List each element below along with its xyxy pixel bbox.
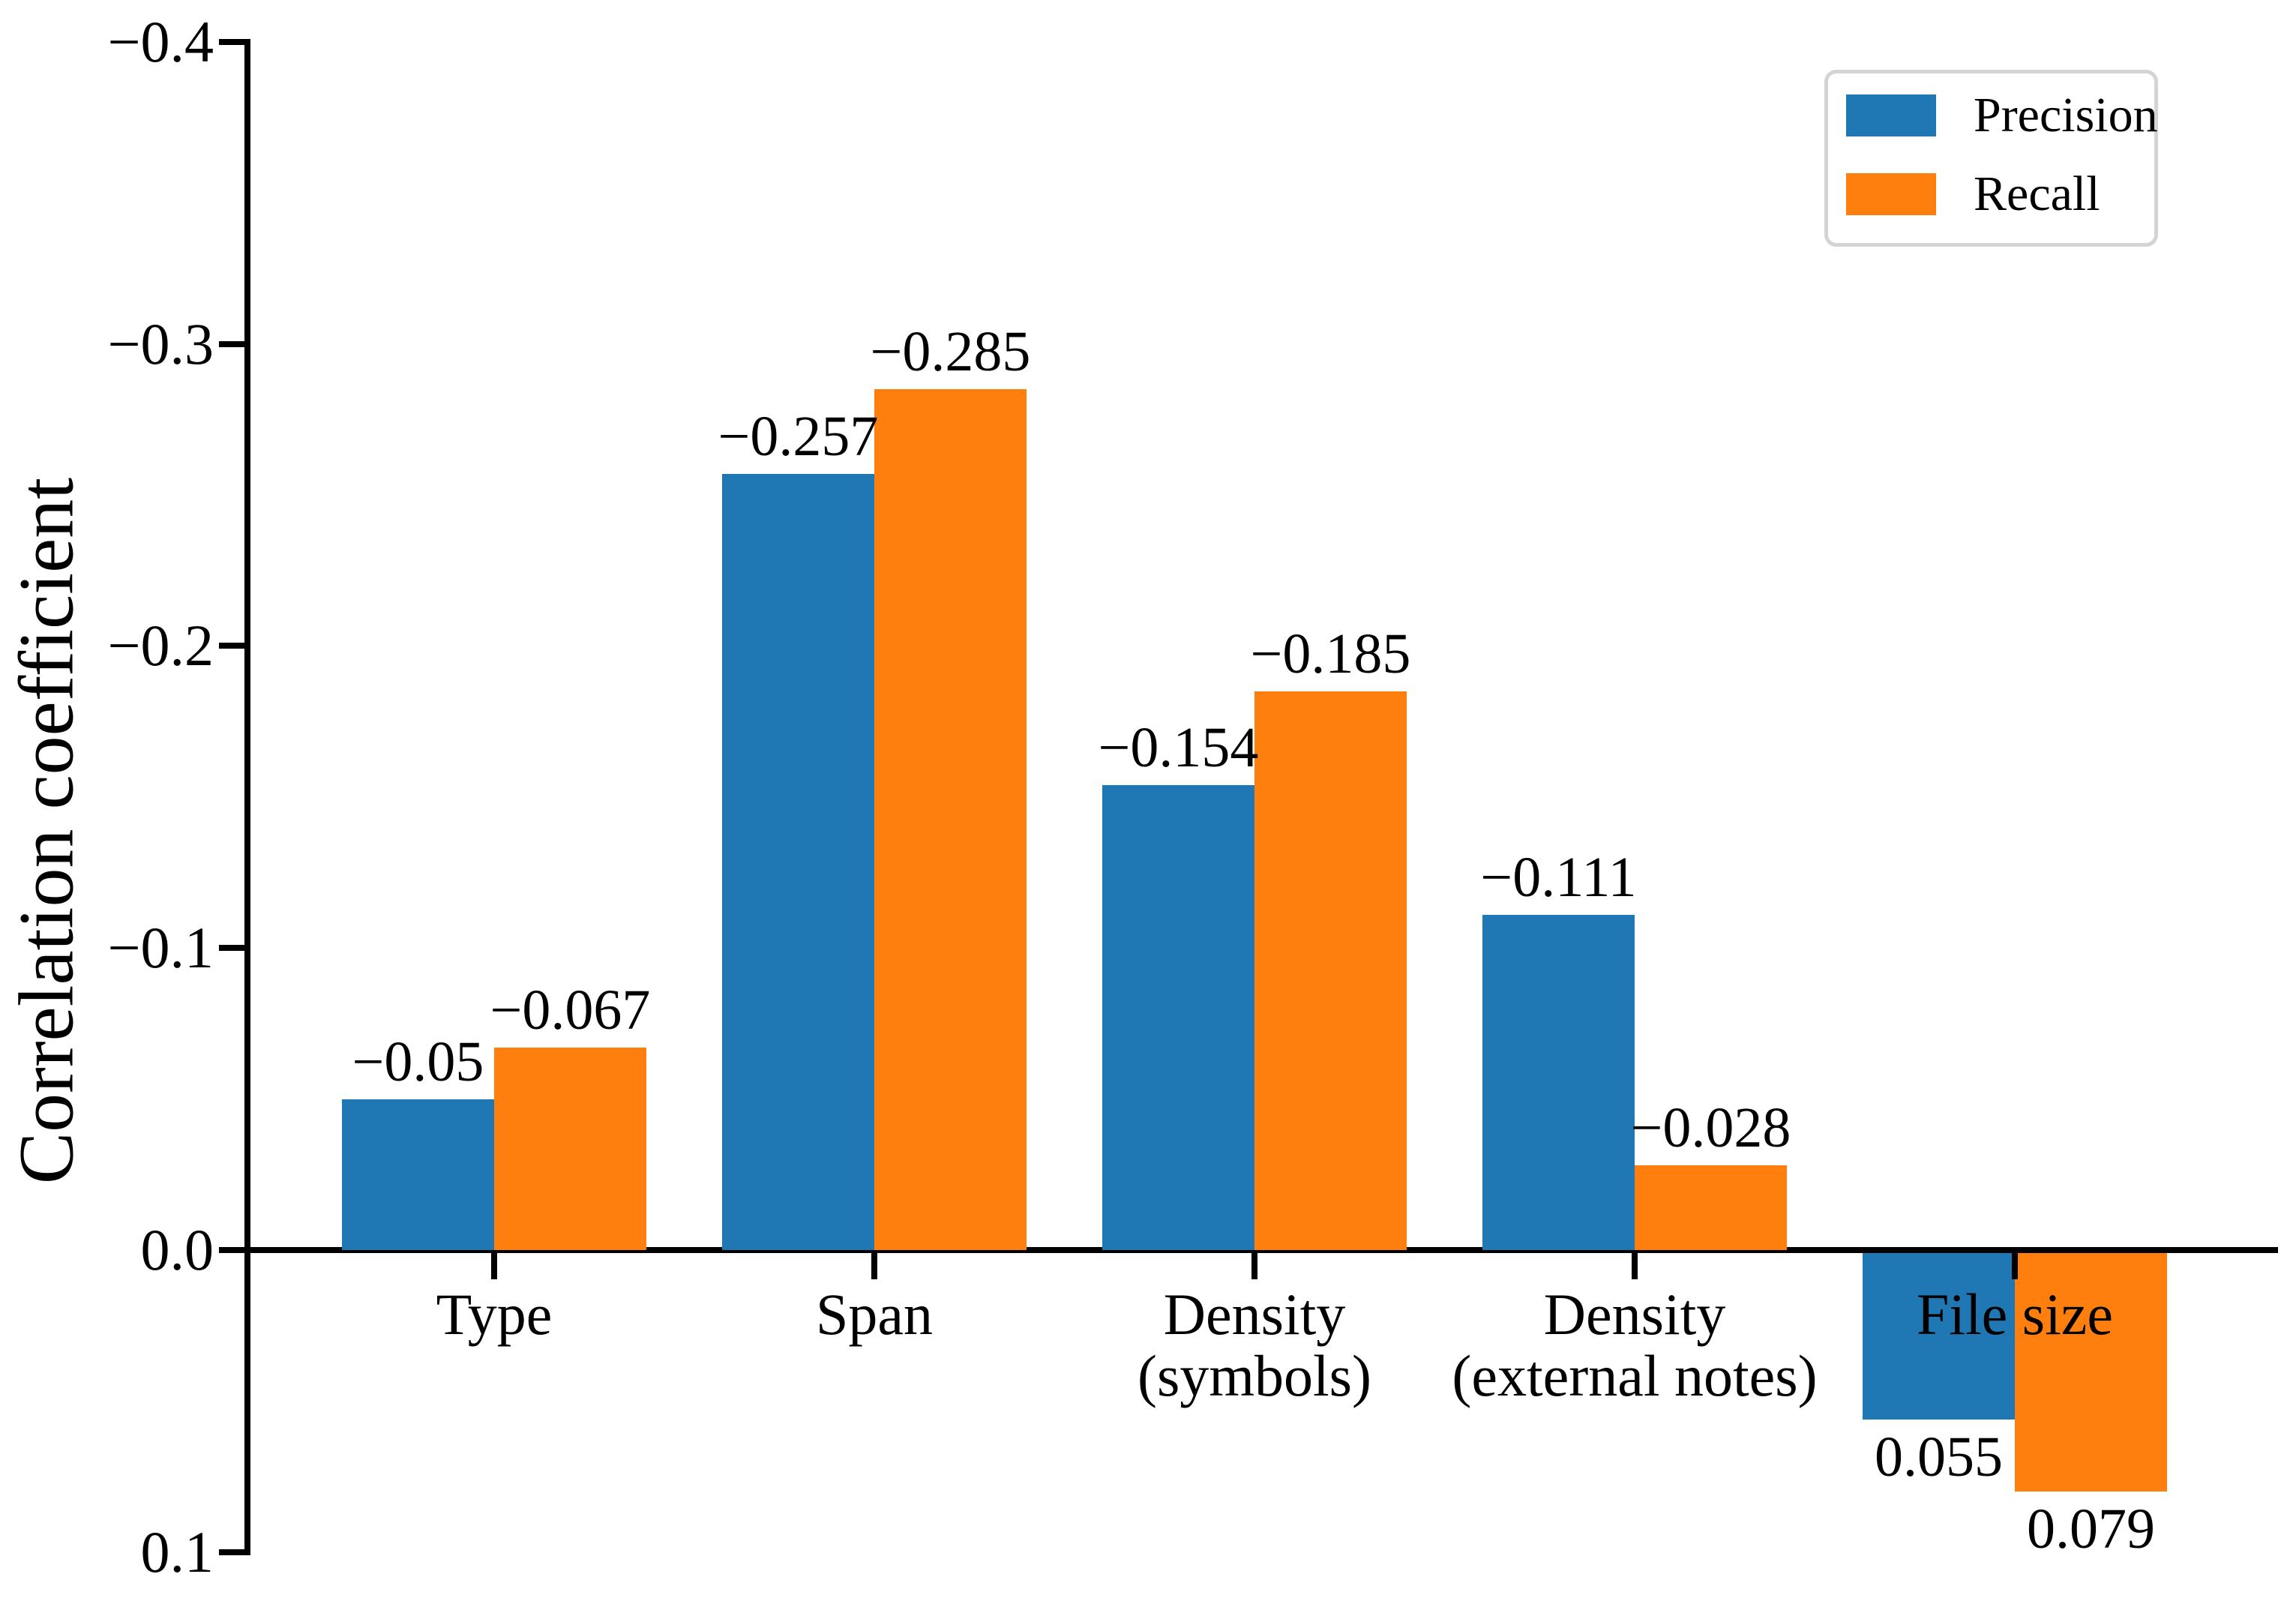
x-tick: [1632, 1253, 1638, 1279]
y-tick: [219, 1549, 244, 1555]
bar-value-label: −0.067: [490, 979, 651, 1042]
bar-precision-density: [1482, 915, 1635, 1250]
recall-swatch-icon: [1846, 173, 1936, 215]
bar-recall-file-size: [2015, 1253, 2167, 1492]
x-tick-label: File size: [1916, 1282, 2114, 1347]
y-tick-label: 0.0: [140, 1217, 214, 1282]
legend-label-precision: Precision: [1974, 88, 2158, 142]
bar-value-label: −0.05: [352, 1030, 484, 1093]
x-tick: [491, 1253, 497, 1279]
y-tick-label: −0.2: [107, 613, 214, 678]
x-tick-label: Density (external notes): [1452, 1282, 1818, 1408]
y-tick: [219, 39, 244, 45]
bar-recall-span: [874, 389, 1027, 1250]
x-tick: [871, 1253, 877, 1279]
bar-precision-span: [722, 474, 874, 1250]
y-tick: [219, 945, 244, 951]
precision-swatch-icon: [1846, 94, 1936, 136]
bar-value-label: −0.111: [1480, 846, 1637, 909]
x-tick: [1251, 1253, 1257, 1279]
legend-item-precision: Precision: [1846, 91, 2158, 140]
x-tick: [2012, 1253, 2018, 1279]
bar-precision-density: [1102, 785, 1254, 1250]
legend: Precision Recall: [1824, 70, 2158, 247]
x-axis-line: [222, 1247, 2278, 1253]
bar-precision-type: [342, 1099, 494, 1250]
bar-value-label: −0.154: [1098, 716, 1259, 779]
bar-recall-type: [494, 1048, 646, 1250]
bar-value-label: −0.185: [1250, 622, 1411, 685]
bar-value-label: −0.257: [718, 405, 879, 468]
legend-label-recall: Recall: [1974, 166, 2100, 221]
legend-item-recall: Recall: [1846, 169, 2154, 219]
x-tick-label: Span: [816, 1282, 933, 1347]
bar-recall-density: [1635, 1165, 1787, 1250]
bar-value-label: −0.285: [870, 320, 1031, 383]
bar-value-label: −0.028: [1630, 1096, 1791, 1159]
y-tick: [219, 643, 244, 649]
y-tick: [219, 341, 244, 347]
y-tick-label: −0.3: [107, 311, 214, 376]
bar-recall-density: [1254, 691, 1407, 1250]
y-axis-spine: [244, 39, 250, 1555]
x-tick-label: Density (symbols): [1138, 1282, 1371, 1408]
y-tick-label: 0.1: [140, 1519, 214, 1585]
bar-precision-file-size: [1863, 1253, 2015, 1420]
x-tick-label: Type: [436, 1282, 553, 1347]
y-tick-label: −0.4: [107, 9, 214, 74]
y-tick-label: −0.1: [107, 915, 214, 980]
bar-value-label: 0.055: [1875, 1426, 2003, 1489]
bar-value-label: 0.079: [2027, 1498, 2155, 1561]
